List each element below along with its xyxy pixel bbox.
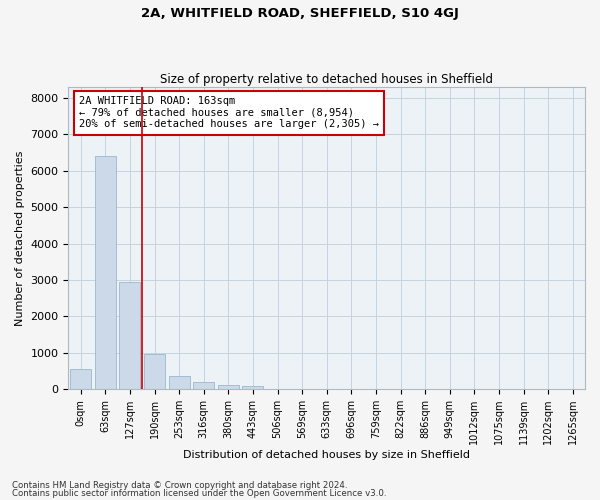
Text: 2A WHITFIELD ROAD: 163sqm
← 79% of detached houses are smaller (8,954)
20% of se: 2A WHITFIELD ROAD: 163sqm ← 79% of detac… — [79, 96, 379, 130]
X-axis label: Distribution of detached houses by size in Sheffield: Distribution of detached houses by size … — [183, 450, 470, 460]
Text: Contains public sector information licensed under the Open Government Licence v3: Contains public sector information licen… — [12, 489, 386, 498]
Bar — [144, 354, 165, 389]
Bar — [242, 386, 263, 389]
Bar — [193, 382, 214, 389]
Bar — [169, 376, 190, 389]
Bar — [95, 156, 116, 389]
Bar — [119, 282, 140, 389]
Y-axis label: Number of detached properties: Number of detached properties — [15, 150, 25, 326]
Text: Contains HM Land Registry data © Crown copyright and database right 2024.: Contains HM Land Registry data © Crown c… — [12, 480, 347, 490]
Text: 2A, WHITFIELD ROAD, SHEFFIELD, S10 4GJ: 2A, WHITFIELD ROAD, SHEFFIELD, S10 4GJ — [141, 8, 459, 20]
Title: Size of property relative to detached houses in Sheffield: Size of property relative to detached ho… — [160, 73, 493, 86]
Bar — [70, 369, 91, 389]
Bar — [218, 385, 239, 389]
